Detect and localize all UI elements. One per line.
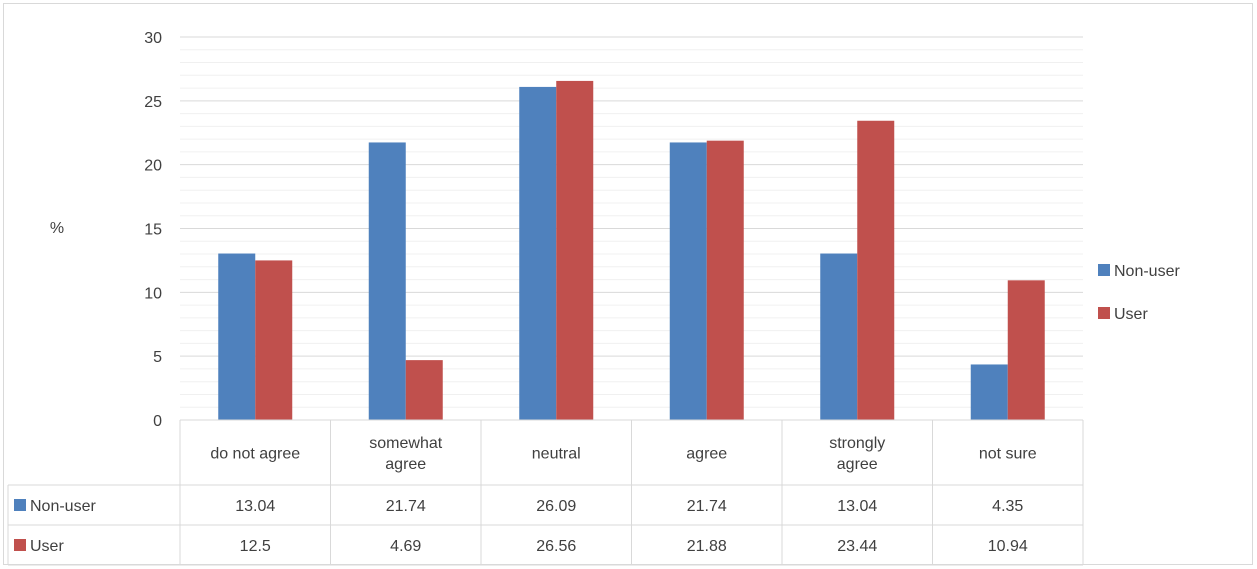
y-tick-label: 30 <box>144 30 162 47</box>
y-tick-label: 15 <box>144 222 162 239</box>
legend-entry: User <box>1114 306 1148 323</box>
table-value: 23.44 <box>837 538 877 555</box>
category-label: agree <box>837 456 878 473</box>
bar-non-user <box>970 364 1008 420</box>
legend: Non-user User <box>1098 263 1180 323</box>
y-tick-label: 25 <box>144 94 162 111</box>
table-value: 21.74 <box>687 498 727 515</box>
data-table: do not agree somewhat agree neutral agree str… <box>7 419 1084 566</box>
bar-user <box>1007 280 1045 420</box>
table-value: 21.74 <box>386 498 426 515</box>
category-label: neutral <box>532 446 581 463</box>
table-value: 21.88 <box>687 538 727 555</box>
bars <box>218 80 1045 421</box>
legend-key <box>1098 264 1110 276</box>
bar-non-user <box>368 142 406 420</box>
category-label: agree <box>686 446 727 463</box>
bar-user <box>255 260 293 420</box>
y-axis-label: % <box>50 220 64 237</box>
bar-user <box>706 140 744 420</box>
category-label: strongly <box>829 435 885 452</box>
bar-non-user <box>519 86 557 420</box>
bar-non-user <box>669 142 707 420</box>
bar-non-user <box>820 253 858 420</box>
table-series-name: User <box>30 538 64 555</box>
y-axis: 0 5 10 15 20 25 30 <box>144 30 162 430</box>
table-value: 13.04 <box>235 498 275 515</box>
table-value: 12.5 <box>240 538 271 555</box>
table-value: 4.69 <box>390 538 421 555</box>
y-tick-label: 0 <box>153 413 162 430</box>
table-value: 13.04 <box>837 498 877 515</box>
y-tick-label: 20 <box>144 158 162 175</box>
table-value: 26.56 <box>536 538 576 555</box>
y-tick-label: 10 <box>144 285 162 302</box>
table-value: 10.94 <box>988 538 1028 555</box>
category-label: somewhat <box>369 435 442 452</box>
category-label: not sure <box>979 446 1037 463</box>
y-tick-label: 5 <box>153 349 162 366</box>
table-value: 4.35 <box>992 498 1023 515</box>
bar-user <box>405 360 443 420</box>
bar-user <box>857 120 895 421</box>
table-legend-key <box>14 539 26 551</box>
bar-user <box>556 80 594 421</box>
table-legend-key <box>14 499 26 511</box>
table-series-name: Non-user <box>30 498 96 515</box>
category-label: do not agree <box>210 446 300 463</box>
legend-entry: Non-user <box>1114 263 1180 280</box>
table-value: 26.09 <box>536 498 576 515</box>
category-label: agree <box>385 456 426 473</box>
gridlines <box>180 36 1083 408</box>
bar-non-user <box>218 253 256 420</box>
legend-key <box>1098 307 1110 319</box>
